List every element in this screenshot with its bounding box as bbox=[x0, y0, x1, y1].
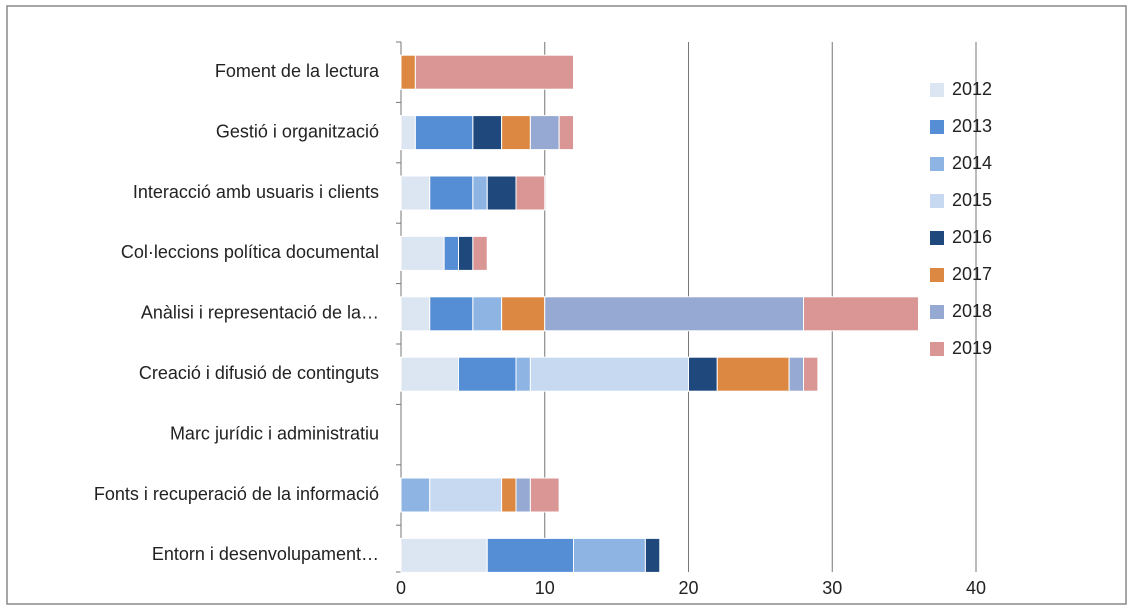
y-tick-label: Creació i difusió de continguts bbox=[139, 363, 379, 383]
legend-label: 2017 bbox=[952, 264, 992, 284]
bar-segment bbox=[443, 235, 459, 271]
bar-segment bbox=[788, 356, 804, 392]
x-tick-label: 20 bbox=[678, 578, 698, 598]
bar-segment bbox=[544, 296, 804, 332]
bar-segment bbox=[515, 477, 531, 513]
y-tick-label: Col·leccions política documental bbox=[121, 242, 379, 262]
bar-segment bbox=[429, 477, 503, 513]
y-tick-label: Interacció amb usuaris i clients bbox=[133, 182, 379, 202]
bar-segment bbox=[558, 115, 574, 151]
legend-swatch bbox=[930, 194, 944, 208]
bar-segment bbox=[414, 54, 574, 90]
bar-segment bbox=[501, 296, 546, 332]
bar-segment bbox=[529, 477, 560, 513]
bar-segment bbox=[472, 296, 503, 332]
legend-swatch bbox=[930, 157, 944, 171]
bar-segment bbox=[486, 175, 517, 211]
bar-segment bbox=[644, 537, 661, 573]
bar-segment bbox=[529, 115, 560, 151]
bar-segment bbox=[414, 115, 474, 151]
bar-segment bbox=[515, 356, 531, 392]
bar-segment bbox=[429, 296, 474, 332]
bar-segment bbox=[472, 175, 488, 211]
bar-segment bbox=[400, 537, 488, 573]
y-tick-label: Entorn i desenvolupament… bbox=[152, 544, 379, 564]
y-tick-label: Gestió i organització bbox=[216, 121, 379, 141]
x-tick-label: 40 bbox=[966, 578, 986, 598]
bar-segment bbox=[716, 356, 790, 392]
bar-segment bbox=[501, 115, 531, 151]
bar-segment bbox=[400, 235, 445, 271]
legend-label: 2012 bbox=[952, 79, 992, 99]
bar-segment bbox=[458, 235, 474, 271]
x-tick-label: 30 bbox=[822, 578, 842, 598]
y-tick-label: Anàlisi i representació de la… bbox=[141, 303, 379, 323]
legend-swatch bbox=[930, 305, 944, 319]
x-tick-label: 0 bbox=[396, 578, 406, 598]
bar-segment bbox=[400, 175, 431, 211]
legend-label: 2018 bbox=[952, 301, 992, 321]
bar-segment bbox=[400, 115, 416, 151]
bar-segment bbox=[515, 175, 546, 211]
bar-segment bbox=[472, 235, 488, 271]
bar-segment bbox=[400, 356, 459, 392]
legend-swatch bbox=[930, 268, 944, 282]
y-tick-label: Foment de la lectura bbox=[215, 61, 380, 81]
legend-label: 2019 bbox=[952, 338, 992, 358]
bar-segment bbox=[400, 477, 431, 513]
x-tick-label: 10 bbox=[535, 578, 555, 598]
bar-segment bbox=[501, 477, 517, 513]
legend-swatch bbox=[930, 342, 944, 356]
y-tick-label: Fonts i recuperació de la informació bbox=[94, 484, 379, 504]
bar-segment bbox=[529, 356, 689, 392]
bar-segment bbox=[458, 356, 517, 392]
legend-label: 2014 bbox=[952, 153, 992, 173]
legend-label: 2015 bbox=[952, 190, 992, 210]
legend-label: 2013 bbox=[952, 116, 992, 136]
bar-segment bbox=[472, 115, 503, 151]
bar-segment bbox=[429, 175, 474, 211]
bar-segment bbox=[573, 537, 646, 573]
bar-segment bbox=[688, 356, 718, 392]
y-tick-label: Marc jurídic i administratiu bbox=[170, 423, 379, 443]
legend-label: 2016 bbox=[952, 227, 992, 247]
bar-segment bbox=[803, 296, 919, 332]
legend-swatch bbox=[930, 120, 944, 134]
bar-segment bbox=[803, 356, 819, 392]
bar-segment bbox=[400, 54, 416, 90]
bar-segment bbox=[400, 296, 431, 332]
legend-swatch bbox=[930, 83, 944, 97]
legend-swatch bbox=[930, 231, 944, 245]
bar-segment bbox=[486, 537, 574, 573]
